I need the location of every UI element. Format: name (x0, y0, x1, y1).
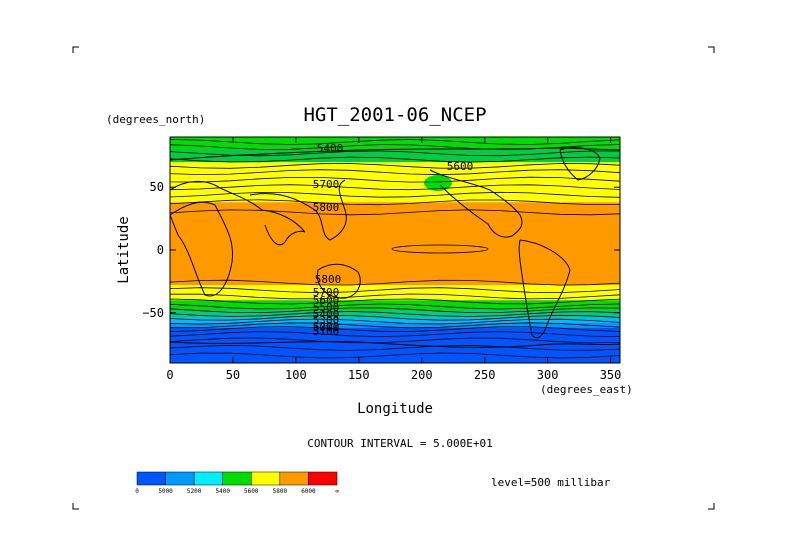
level-text: level=500 millibar (491, 476, 611, 489)
contour-interval-text: CONTOUR INTERVAL = 5.000E+01 (307, 437, 493, 450)
contour-line-4 (170, 163, 620, 169)
contour-line-13 (170, 293, 620, 300)
x-units-label: (degrees_east) (540, 383, 633, 396)
legend-tick-label-5: 5800 (273, 488, 288, 495)
coast-arctic (170, 147, 620, 161)
contour-line-19 (170, 318, 620, 325)
legend-tick-label-2: 5200 (187, 488, 202, 495)
legend-tick-label-4: 5600 (244, 488, 259, 495)
contour-line-3 (170, 156, 620, 163)
legend-tick-label-3: 5400 (215, 488, 230, 495)
contour-label-4: 5800 (315, 273, 342, 286)
legend-swatch-3 (222, 471, 252, 486)
contour-line-10 (170, 209, 620, 216)
contour-line-18 (170, 314, 620, 321)
contour-closed-equatorial (391, 244, 489, 254)
contour-line-11 (170, 279, 620, 286)
x-tick-label-250: 250 (474, 368, 496, 382)
color-subband-0 (170, 137, 620, 150)
x-tick-label-350: 350 (600, 368, 622, 382)
y-tick-label-0: 0 (157, 243, 164, 257)
x-tick-label-50: 50 (226, 368, 240, 382)
y-tick-label-50: 50 (150, 180, 164, 194)
coast-antarctica (170, 341, 620, 348)
contour-line-6 (170, 176, 620, 183)
color-subband-3 (170, 310, 620, 318)
legend-swatch-2 (193, 471, 223, 486)
contour-label-5: 5700 (313, 286, 340, 299)
x-tick-label-150: 150 (348, 368, 370, 382)
contour-label-6: 5600 (313, 294, 340, 307)
coast-australia (316, 263, 361, 299)
contour-line-25 (170, 352, 620, 359)
contour-label-10: 5200 (313, 320, 340, 333)
coast-africa (170, 201, 234, 297)
contour-label-3: 5800 (313, 201, 340, 214)
color-subband-2 (170, 305, 620, 311)
crop-mark-top-right (708, 46, 715, 53)
x-tick-label-100: 100 (285, 368, 307, 382)
color-band-3 (170, 202, 620, 286)
coast-india (264, 224, 306, 246)
legend-tick-label-1: 5000 (158, 488, 173, 495)
crop-mark-bottom-right (708, 503, 715, 510)
coastlines (170, 147, 620, 348)
contour-line-23 (170, 337, 620, 344)
x-axis-label: Longitude (357, 401, 433, 417)
legend-swatch-1 (165, 471, 195, 486)
legend-swatch-6 (308, 471, 338, 486)
contour-line-9 (170, 199, 620, 206)
color-wave-north (170, 168, 620, 200)
crop-mark-top-left (72, 46, 79, 53)
contour-label-1: 5600 (447, 160, 474, 173)
coast-europe (170, 181, 306, 233)
contour-line-5 (170, 169, 620, 176)
chart-title: HGT_2001-06_NCEP (303, 104, 487, 126)
y-units-label: (degrees_north) (106, 113, 206, 126)
contour-line-17 (170, 311, 620, 317)
contour-label-8: 5400 (313, 308, 340, 321)
contour-label-12: 5000 (313, 321, 340, 334)
contour-line-0 (170, 139, 620, 145)
axis-ticks: 0 50 100 150 200 250 300 350 50 0 −50 (142, 137, 621, 382)
contour-label-0: 5400 (317, 142, 344, 155)
contour-line-22 (170, 331, 620, 338)
color-band-4 (170, 285, 620, 301)
color-subband-4 (170, 317, 620, 323)
contour-line-15 (170, 303, 620, 310)
contour-label-2: 5700 (313, 178, 340, 191)
contour-line-21 (170, 326, 620, 333)
color-low-pressure-cell (424, 175, 452, 191)
legend-tick-label-0: 0 (135, 488, 139, 495)
contour-line-20 (170, 322, 620, 329)
contour-line-24 (170, 344, 620, 351)
contour-line-14 (170, 298, 620, 305)
legend-swatch-5 (279, 471, 309, 486)
x-tick-label-200: 200 (411, 368, 433, 382)
contour-line-2 (170, 150, 620, 157)
contour-labels: 5400560057005800580057005600550054005300… (313, 142, 474, 338)
legend-tick-label-7: ∞ (335, 488, 339, 495)
contour-label-9: 5300 (313, 314, 340, 327)
contour-label-7: 5500 (313, 301, 340, 314)
crop-mark-bottom-left (72, 503, 79, 510)
color-subband-5 (170, 322, 620, 328)
y-tick-label--50: −50 (142, 306, 164, 320)
x-tick-label-0: 0 (166, 368, 173, 382)
legend-swatch-4 (251, 471, 281, 486)
contour-label-11: 5100 (313, 325, 340, 338)
coast-asia (249, 179, 347, 241)
coast-south-america (518, 239, 571, 339)
coast-north-america (429, 169, 523, 238)
legend-tick-label-6: 6000 (301, 488, 316, 495)
contour-line-12 (170, 287, 620, 294)
contour-line-16 (170, 307, 620, 314)
contour-line-8 (170, 191, 620, 198)
legend-swatch-0 (136, 471, 166, 486)
x-tick-label-300: 300 (537, 368, 559, 382)
